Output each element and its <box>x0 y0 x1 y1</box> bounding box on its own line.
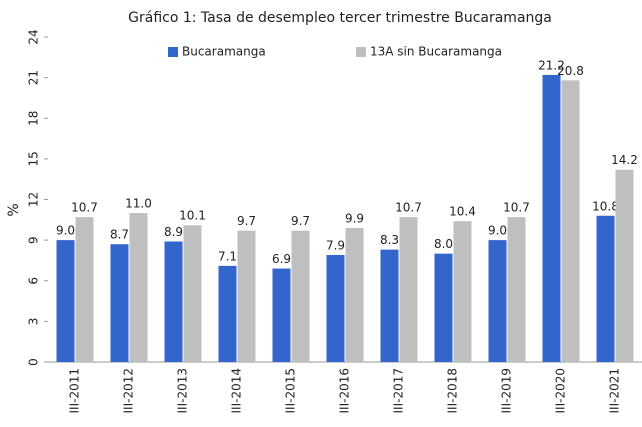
bar <box>110 244 129 362</box>
bar <box>129 213 148 362</box>
bar <box>183 225 202 362</box>
y-tick-label: 3 <box>27 318 41 326</box>
x-tick-label: III-2016 <box>338 368 352 414</box>
value-label: 8.3 <box>380 233 399 247</box>
value-label: 14.2 <box>611 153 638 167</box>
value-label: 6.9 <box>272 252 291 266</box>
x-tick-label: III-2012 <box>122 368 136 414</box>
x-tick-label: III-2021 <box>608 368 622 414</box>
bar <box>615 169 634 362</box>
x-tick-label: III-2017 <box>392 368 406 414</box>
x-tick-label: III-2019 <box>500 368 514 414</box>
bar <box>75 217 94 362</box>
y-tick-label: 18 <box>27 111 41 126</box>
value-label: 10.7 <box>503 201 530 215</box>
bar <box>237 230 256 362</box>
x-tick-label: III-2011 <box>68 368 82 414</box>
value-label: 9.9 <box>345 211 364 225</box>
y-tick-label: 9 <box>27 236 41 244</box>
value-label: 7.1 <box>218 249 237 263</box>
bar <box>345 227 364 362</box>
value-label: 8.9 <box>164 225 183 239</box>
bar <box>561 80 580 362</box>
x-tick-label: III-2013 <box>176 368 190 414</box>
legend-swatch <box>168 47 178 57</box>
chart-title: Gráfico 1: Tasa de desempleo tercer trim… <box>128 10 552 26</box>
bar <box>291 230 310 362</box>
value-label: 10.8 <box>592 199 619 213</box>
value-label: 9.7 <box>237 214 256 228</box>
legend-label: 13A sin Bucaramanga <box>370 45 502 59</box>
value-label: 9.0 <box>488 224 507 238</box>
value-label: 10.7 <box>395 201 422 215</box>
bar <box>164 241 183 362</box>
y-tick-label: 21 <box>27 70 41 85</box>
x-tick-label: III-2015 <box>284 368 298 414</box>
value-label: 8.7 <box>110 228 129 242</box>
x-tick-label: III-2018 <box>446 368 460 414</box>
value-label: 21.2 <box>538 58 565 72</box>
bar <box>218 265 237 362</box>
bar <box>596 215 615 362</box>
bar <box>272 268 291 362</box>
x-tick-label: III-2020 <box>554 368 568 414</box>
value-label: 10.7 <box>71 201 98 215</box>
legend-swatch <box>356 47 366 57</box>
x-tick-label: III-2014 <box>230 368 244 414</box>
bar <box>434 253 453 362</box>
bar <box>488 240 507 362</box>
bar <box>507 217 526 362</box>
value-label: 7.9 <box>326 239 345 253</box>
bar <box>56 240 75 362</box>
y-tick-label: 12 <box>27 192 41 207</box>
y-tick-label: 0 <box>27 358 41 366</box>
y-tick-label: 6 <box>27 277 41 285</box>
bar <box>380 249 399 362</box>
value-label: 9.0 <box>56 224 75 238</box>
bar <box>453 221 472 362</box>
value-label: 10.4 <box>449 205 476 219</box>
value-label: 20.8 <box>557 64 584 78</box>
value-label: 9.7 <box>291 214 310 228</box>
value-label: 8.0 <box>434 237 453 251</box>
y-tick-label: 15 <box>27 151 41 166</box>
bar <box>326 255 345 362</box>
value-label: 10.1 <box>179 209 206 223</box>
bar <box>399 217 418 362</box>
value-label: 11.0 <box>125 197 152 211</box>
y-axis-label: % <box>6 203 22 216</box>
bar <box>542 74 561 363</box>
legend-label: Bucaramanga <box>182 45 266 59</box>
y-tick-label: 24 <box>27 29 41 44</box>
